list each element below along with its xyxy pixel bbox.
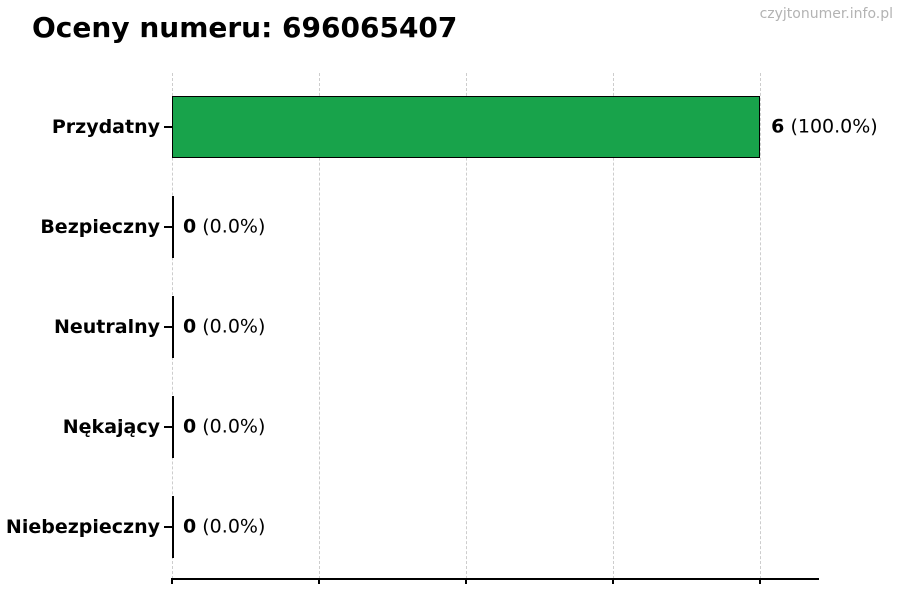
value-percent: (0.0%) [196,415,266,438]
zero-bar-bezpieczny [172,196,174,258]
x-axis-line [171,578,819,580]
value-percent: (0.0%) [196,315,266,338]
value-label-bezpieczny: 0 (0.0%) [183,216,265,238]
chart-title: Oceny numeru: 696065407 [32,11,458,44]
category-label-niebezpieczny: Niebezpieczny [5,516,160,538]
x-axis-tick [465,579,468,584]
category-label-nękający: Nękający [62,416,160,438]
x-axis-tick [759,579,762,584]
zero-bar-neutralny [172,296,174,358]
value-count: 0 [183,515,197,538]
x-gridline [466,73,468,579]
value-label-przydatny: 6 (100.0%) [771,116,878,138]
value-label-nękający: 0 (0.0%) [183,416,265,438]
y-axis-tick [164,226,172,228]
value-percent: (100.0%) [784,115,878,138]
y-axis-tick [164,426,172,428]
value-percent: (0.0%) [196,215,266,238]
value-count: 0 [183,315,197,338]
y-axis-tick [164,326,172,328]
zero-bar-niebezpieczny [172,496,174,558]
bar-przydatny [172,96,761,158]
value-count: 6 [771,115,785,138]
category-label-neutralny: Neutralny [53,316,160,338]
y-axis-tick [164,526,172,528]
value-label-niebezpieczny: 0 (0.0%) [183,516,265,538]
x-axis-tick [612,579,615,584]
x-axis-tick [318,579,321,584]
value-count: 0 [183,215,197,238]
x-gridline [613,73,615,579]
y-axis-tick [164,126,172,128]
category-label-bezpieczny: Bezpieczny [40,216,160,238]
category-label-przydatny: Przydatny [51,116,160,138]
x-gridline [760,73,762,579]
x-gridline [319,73,321,579]
watermark-site-name: czyjtonumer.info.pl [759,6,893,22]
value-percent: (0.0%) [196,515,266,538]
zero-bar-nękający [172,396,174,458]
x-axis-tick [171,579,173,584]
value-count: 0 [183,415,197,438]
plot-area: Przydatny 6 (100.0%) Bezpieczny 0 (0.0%) Neu… [6,73,878,584]
value-label-neutralny: 0 (0.0%) [183,316,265,338]
